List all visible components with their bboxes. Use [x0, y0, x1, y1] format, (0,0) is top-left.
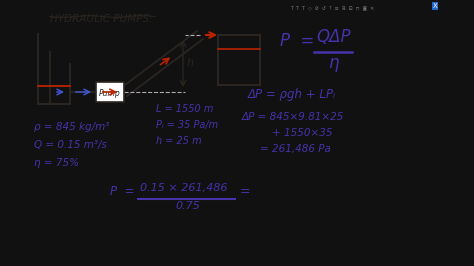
Text: + 1550×35: + 1550×35 [272, 128, 332, 138]
Text: =: = [240, 185, 250, 198]
Text: P  =: P = [110, 185, 135, 198]
Text: ΔP = 845×9.81×25: ΔP = 845×9.81×25 [242, 112, 345, 122]
Bar [446, 0, 474, 266]
Text: h: h [187, 59, 194, 69]
Text: h = 25 m: h = 25 m [156, 136, 201, 146]
Text: HYDRAULIC PUMPS:: HYDRAULIC PUMPS: [50, 14, 153, 24]
Text: ρ = 845 kg/m³: ρ = 845 kg/m³ [34, 122, 109, 132]
Text: η: η [328, 54, 338, 72]
Text: Q = 0.15 m³/s: Q = 0.15 m³/s [34, 140, 107, 150]
Text: P  =: P = [280, 32, 314, 50]
Bar [0, 0, 28, 266]
Text: 0.75: 0.75 [175, 201, 200, 211]
Text: = 261,486 Pa: = 261,486 Pa [260, 144, 331, 154]
Bar [96, 82, 124, 102]
Text: X: X [433, 3, 438, 9]
Text: Pₗ = 35 Pa/m: Pₗ = 35 Pa/m [156, 120, 218, 130]
Text: Pump: Pump [99, 89, 121, 98]
Text: QΔP: QΔP [316, 28, 350, 46]
Text: T  T  T  ◇  ⊘  ↺  ?  ≡  ℝ  ⊟  ⊓  ▣  ✕: T T T ◇ ⊘ ↺ ? ≡ ℝ ⊟ ⊓ ▣ ✕ [290, 5, 374, 10]
Text: η = 75%: η = 75% [34, 158, 79, 168]
Text: L = 1550 m: L = 1550 m [156, 104, 213, 114]
Text: ΔP = ρgh + LPₗ: ΔP = ρgh + LPₗ [248, 88, 336, 101]
Text: 0.15 × 261,486: 0.15 × 261,486 [140, 183, 228, 193]
